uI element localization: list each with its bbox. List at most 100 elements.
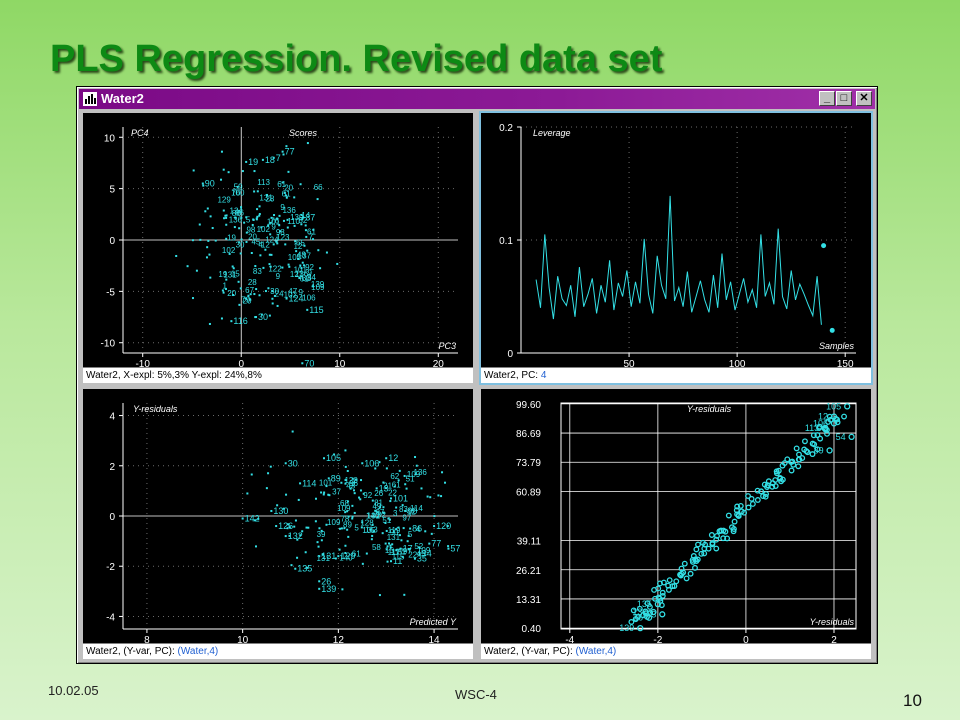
scores-point [306,142,309,145]
scores-y-tick-label: 5 [109,185,115,196]
normal-point [824,430,830,437]
pred-point-label: 30 [288,458,298,468]
normal-probability-panel[interactable]: -4 -2 0 2 99.60 86.69 73.79 60.89 39.11 26.21 13.3… [479,387,873,661]
scores-point [240,216,243,219]
close-button[interactable]: ✕ [856,91,872,106]
scores-status-bar: Water2, X-expl: 5%,3% Y-expl: 24%,8% [83,367,473,383]
scores-point [311,285,314,288]
scores-point-label: 122 [268,264,282,273]
pred-point-label: 140 [366,512,380,521]
scores-point-label: 28 [265,194,274,203]
normal-point [637,624,644,632]
pred-point [393,485,396,488]
pred-point-label: 90 [390,528,399,537]
pred-point [307,526,310,529]
normal-point [655,585,662,592]
scores-point [250,251,253,254]
pred-point [437,494,440,497]
scores-point-label: 113 [257,178,270,187]
normal-point [754,487,761,494]
plot-background [83,389,473,644]
scores-point-label: 67 [245,286,254,295]
pred-point [378,594,381,597]
normal-point [644,600,651,607]
scores-point [198,223,201,226]
normal-probability-plot[interactable]: -4 -2 0 2 99.60 86.69 73.79 60.89 39.11 26.21 13.3… [481,389,871,644]
scores-point [255,316,258,319]
normal-point [830,413,838,420]
pred-y-tick-label: 4 [109,412,115,423]
pred-status-text: Water2, (Y-var, PC): [86,646,178,657]
pred-point [334,557,337,560]
pred-point [447,545,450,548]
pred-point [359,489,362,492]
scores-point [278,214,281,217]
pred-point-label: 42 [407,508,416,517]
pred-point [374,467,377,470]
pred-point-label: 136 [414,468,428,477]
pred-point [378,461,381,464]
scores-point [191,239,194,242]
water2-window[interactable]: Water2 _ □ ✕ -10 0 10 20 10 5 0 -5 -10 PC4 Scores P… [76,86,878,664]
scores-point [261,158,264,161]
pred-y-tick-label: 2 [109,462,115,473]
pred-point [270,509,273,512]
pred-point-label: 62 [390,472,399,481]
scores-point [240,238,243,241]
scores-point [222,209,225,212]
scores-point-label: 98 [246,225,255,234]
normal-point [777,475,784,482]
normal-point [738,508,745,515]
pred-point-label: 17 [403,544,413,554]
normal-point [731,518,738,525]
scores-point [267,224,270,227]
normal-point [784,456,791,463]
leverage-outlier-point [829,327,835,333]
scores-point [220,178,223,181]
scores-point-label: 100 [231,189,245,198]
scores-point-label: 66 [314,183,323,192]
scores-point [316,198,319,201]
pred-point [241,517,244,520]
pred-point [344,482,347,485]
window-title-bar[interactable]: Water2 _ □ ✕ [79,89,875,109]
pred-point [413,557,416,560]
scores-point [268,314,271,317]
scores-point-label: 98 [276,228,285,237]
leverage-plot[interactable]: 50 100 150 0.2 0.1 0 Leverage Samples [481,113,871,368]
minimize-button[interactable]: _ [819,91,835,106]
maximize-button[interactable]: □ [836,91,852,106]
pred-x-tick-label: 12 [333,635,345,644]
predicted-residuals-panel[interactable]: 8 10 12 14 4 2 0 -2 -4 Y-residuals Predicted Y 109 1… [81,387,475,661]
scores-point [264,290,267,293]
normal-point [809,440,816,447]
pred-point [360,526,363,529]
scores-point [253,293,256,296]
pred-point-label: 129 [340,551,355,561]
normal-point-label: 26 [633,613,643,623]
pred-point [402,527,405,530]
normal-point [681,560,688,567]
pred-point [320,539,323,542]
leverage-plot-panel[interactable]: 50 100 150 0.2 0.1 0 Leverage Samples Water2, P… [479,111,873,385]
normal-point [844,403,851,410]
pred-point [395,506,398,509]
pred-point-label: 58 [372,543,381,552]
pred-point [403,593,406,596]
pred-point [325,523,328,526]
normal-status-var: (Water,4) [575,646,617,657]
scores-point [258,205,261,208]
scores-title: Scores [289,128,318,138]
pred-point [318,587,321,590]
scores-point [208,253,211,256]
pred-point [351,484,354,487]
scores-point [278,224,281,227]
pred-point-label: 132 [367,511,381,520]
pred-point [433,515,436,518]
scores-point [245,231,248,234]
scores-point [222,291,225,294]
scores-plot-panel[interactable]: -10 0 10 20 10 5 0 -5 -10 PC4 Scores PC3 131 113 14 30 8… [81,111,475,385]
scores-point [306,249,309,252]
